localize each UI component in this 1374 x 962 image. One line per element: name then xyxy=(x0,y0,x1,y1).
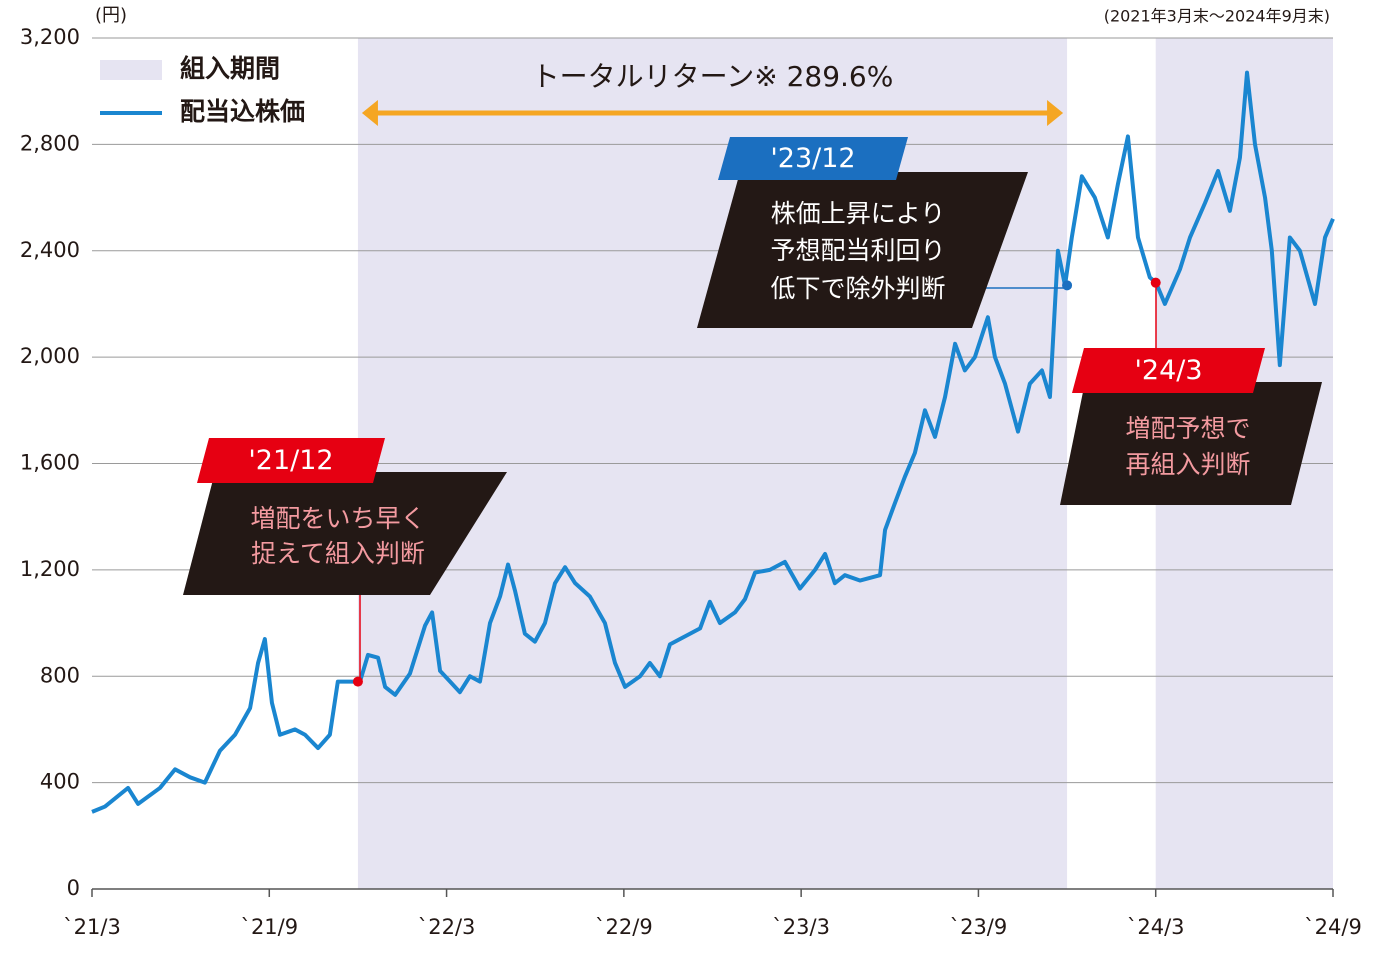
x-tick-label: `22/3 xyxy=(418,915,476,939)
y-tick-label: 1,600 xyxy=(20,451,80,475)
x-tick-label: `23/3 xyxy=(772,915,830,939)
annotation-box xyxy=(1060,382,1322,505)
annotation-text: 再組入判断 xyxy=(1125,450,1250,479)
y-tick-label: 2,400 xyxy=(20,238,80,262)
x-tick-label: `21/9 xyxy=(240,915,298,939)
y-tick-label: 0 xyxy=(67,876,80,900)
annotation-text: 株価上昇により xyxy=(771,199,946,228)
unit-label: (円) xyxy=(95,5,127,26)
x-tick-label: `24/9 xyxy=(1304,915,1362,939)
y-tick-label: 2,800 xyxy=(20,131,80,155)
annotation-point xyxy=(1150,277,1161,288)
annotation-text: 低下で除外判断 xyxy=(770,274,945,303)
price-line xyxy=(91,70,1335,814)
annotation-text: 捉えて組入判断 xyxy=(251,539,425,568)
y-tick-label: 3,200 xyxy=(20,25,80,49)
period-note: (2021年3月末～2024年9月末) xyxy=(1104,7,1330,26)
y-tick-label: 2,000 xyxy=(20,344,80,368)
x-tick-label: `21/3 xyxy=(63,915,121,939)
annotation-text: 増配予想で xyxy=(1125,414,1250,443)
annotation-tag xyxy=(1072,348,1265,393)
annotation-date: '24/3 xyxy=(1134,355,1202,386)
x-tick-label: `24/3 xyxy=(1127,915,1185,939)
annotation-text: 増配をいち早く xyxy=(250,504,425,533)
legend-swatch xyxy=(100,60,162,80)
legend-label: 配当込株価 xyxy=(180,97,305,126)
y-tick-label: 800 xyxy=(40,663,80,687)
annotation-date: '23/12 xyxy=(770,143,855,174)
x-tick-label: `22/9 xyxy=(595,915,653,939)
arrow-head xyxy=(361,100,378,126)
x-tick-label: `23/9 xyxy=(950,915,1008,939)
annotation-box xyxy=(697,172,1028,328)
annotation-point xyxy=(352,676,363,687)
annotation-text: 予想配当利回り xyxy=(770,236,945,265)
annotation-tag xyxy=(718,137,908,180)
legend-label: 組入期間 xyxy=(180,54,280,83)
arrow-head xyxy=(1047,100,1064,126)
annotation-date: '21/12 xyxy=(248,445,333,476)
annotation-box xyxy=(183,472,507,595)
y-tick-label: 1,200 xyxy=(20,557,80,581)
return-label: トータルリターン※ 289.6% xyxy=(532,60,894,93)
annotation-point xyxy=(1062,280,1073,291)
y-tick-label: 400 xyxy=(40,770,80,794)
annotation-tag xyxy=(197,438,385,483)
